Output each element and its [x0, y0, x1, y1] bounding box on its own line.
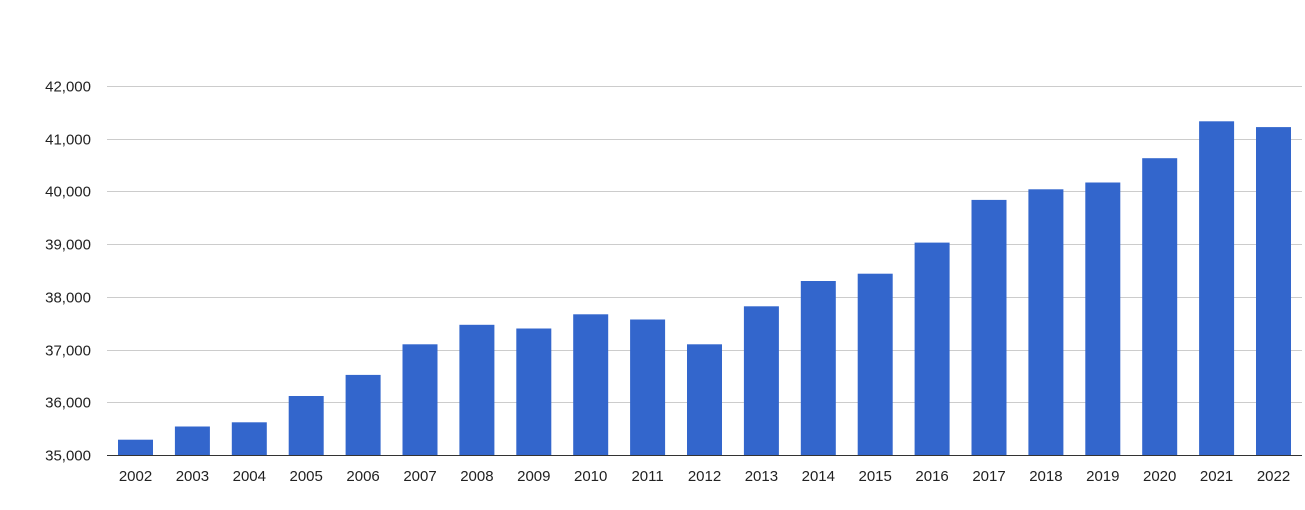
y-tick-label: 35,000 — [45, 448, 91, 465]
bar-2002[interactable] — [118, 439, 153, 455]
bars-layer — [118, 121, 1291, 456]
x-tick-label: 2017 — [972, 468, 1005, 485]
bar-2010[interactable] — [573, 314, 609, 455]
x-tick-label: 2005 — [290, 468, 323, 485]
bar-2014[interactable] — [800, 281, 836, 455]
bar-2013[interactable] — [743, 306, 779, 455]
y-tick-label: 38,000 — [45, 290, 91, 307]
bar-2008[interactable] — [459, 324, 495, 455]
x-tick-label: 2021 — [1200, 468, 1233, 485]
bar-2021[interactable] — [1199, 121, 1235, 456]
x-tick-label: 2019 — [1086, 468, 1119, 485]
x-axis-ticks: 2002 2003 2004 2005 2006 2007 2008 2009 2010 2011… — [119, 468, 1290, 485]
bar-2009[interactable] — [516, 328, 552, 456]
y-tick-label: 37,000 — [45, 343, 91, 360]
bar-2022[interactable] — [1256, 127, 1291, 455]
y-tick-label: 39,000 — [45, 237, 91, 254]
x-tick-label: 2012 — [688, 468, 721, 485]
x-tick-label: 2007 — [403, 468, 436, 485]
bar-2006[interactable] — [345, 374, 381, 455]
y-axis-ticks: 35,000 36,000 37,000 38,000 39,000 40,000 41,0… — [45, 79, 91, 465]
x-tick-label: 2010 — [574, 468, 607, 485]
bar-2005[interactable] — [288, 396, 324, 455]
x-tick-label: 2009 — [517, 468, 550, 485]
bar-2012[interactable] — [687, 344, 722, 455]
y-tick-label: 42,000 — [45, 79, 91, 96]
x-tick-label: 2011 — [631, 468, 663, 485]
bar-2020[interactable] — [1142, 158, 1178, 455]
bar-2004[interactable] — [231, 422, 267, 455]
x-tick-label: 2015 — [859, 468, 892, 485]
bar-2018[interactable] — [1028, 189, 1064, 456]
y-tick-label: 41,000 — [45, 132, 91, 149]
bar-2019[interactable] — [1085, 182, 1121, 456]
bar-2017[interactable] — [971, 199, 1007, 455]
bar-2011[interactable] — [630, 319, 666, 456]
x-tick-label: 2002 — [119, 468, 152, 485]
y-tick-label: 36,000 — [45, 395, 91, 412]
x-tick-label: 2006 — [346, 468, 379, 485]
x-tick-label: 2016 — [915, 468, 948, 485]
x-tick-label: 2013 — [745, 468, 778, 485]
x-tick-label: 2022 — [1257, 468, 1290, 485]
bar-2003[interactable] — [174, 426, 210, 456]
bar-2016[interactable] — [914, 242, 950, 455]
x-tick-label: 2008 — [460, 468, 493, 485]
x-tick-label: 2004 — [233, 468, 266, 485]
x-tick-label: 2003 — [176, 468, 209, 485]
x-tick-label: 2018 — [1029, 468, 1062, 485]
bar-2007[interactable] — [402, 344, 438, 455]
x-tick-label: 2014 — [802, 468, 835, 485]
x-tick-label: 2020 — [1143, 468, 1176, 485]
y-tick-label: 40,000 — [45, 184, 91, 201]
bar-2015[interactable] — [857, 273, 893, 455]
